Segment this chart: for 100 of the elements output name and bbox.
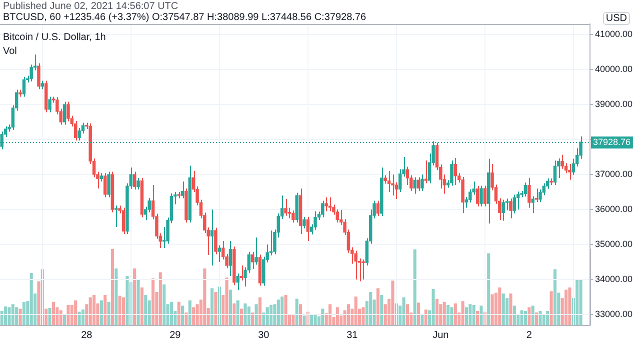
candlestick bbox=[250, 251, 254, 270]
bar bbox=[254, 304, 258, 325]
x-tick-label: 30 bbox=[258, 330, 270, 341]
candlestick bbox=[254, 237, 258, 266]
bar bbox=[133, 268, 136, 325]
bar bbox=[244, 303, 247, 325]
bar bbox=[0, 310, 4, 325]
candlestick bbox=[324, 196, 328, 212]
bar bbox=[336, 307, 339, 325]
bar bbox=[464, 307, 468, 325]
candlestick bbox=[538, 189, 542, 203]
y-tick-label: 37000.00 bbox=[595, 168, 633, 179]
bar bbox=[203, 268, 206, 325]
bar bbox=[37, 281, 40, 325]
bar bbox=[140, 287, 144, 325]
text: USD bbox=[602, 12, 630, 25]
bar bbox=[4, 306, 8, 325]
x-tick-label: 29 bbox=[170, 330, 182, 341]
bar bbox=[435, 298, 438, 325]
candlestick bbox=[180, 181, 184, 199]
bar bbox=[70, 304, 74, 325]
candlestick bbox=[78, 127, 81, 142]
bar bbox=[454, 303, 457, 325]
bar bbox=[210, 288, 214, 325]
text: Bitcoin / U.S. Dollar, 1h bbox=[3, 32, 106, 43]
bar bbox=[280, 296, 284, 325]
bar bbox=[44, 308, 48, 325]
bar bbox=[520, 310, 524, 325]
candlestick bbox=[314, 210, 317, 230]
bar bbox=[468, 304, 472, 325]
candlestick bbox=[210, 209, 214, 266]
candlestick bbox=[572, 158, 576, 176]
bar bbox=[110, 249, 114, 325]
candlestick bbox=[531, 196, 534, 214]
bar bbox=[114, 268, 118, 325]
bar bbox=[402, 297, 406, 325]
bar bbox=[270, 304, 273, 325]
bar bbox=[450, 307, 454, 325]
bar bbox=[170, 302, 173, 325]
bar bbox=[472, 304, 476, 325]
bar bbox=[228, 290, 232, 325]
bar bbox=[299, 304, 302, 325]
candlestick bbox=[292, 210, 295, 223]
bar bbox=[88, 297, 92, 325]
bar bbox=[380, 295, 384, 325]
bar bbox=[63, 314, 66, 325]
bar bbox=[276, 300, 280, 325]
bar bbox=[15, 307, 18, 325]
bar bbox=[292, 314, 295, 325]
bar bbox=[328, 304, 332, 325]
candlestick bbox=[107, 171, 110, 198]
candlestick bbox=[560, 154, 564, 170]
candlestick bbox=[362, 259, 365, 280]
x-tick-label: Jun bbox=[432, 330, 449, 341]
candlestick bbox=[420, 174, 424, 192]
candlestick bbox=[476, 186, 480, 207]
bar bbox=[284, 295, 288, 325]
bar bbox=[192, 307, 196, 325]
candlestick bbox=[354, 250, 358, 280]
bar bbox=[188, 300, 192, 325]
bar bbox=[553, 269, 556, 325]
candlestick bbox=[568, 164, 572, 180]
bar bbox=[136, 280, 140, 325]
x-tick-label: 31 bbox=[346, 330, 358, 341]
bar bbox=[162, 284, 166, 325]
candlestick bbox=[321, 200, 324, 218]
bar bbox=[30, 272, 33, 325]
candlestick bbox=[516, 191, 520, 210]
candlestick bbox=[512, 194, 516, 214]
bar bbox=[417, 302, 420, 325]
bar bbox=[476, 310, 480, 325]
candlestick bbox=[62, 101, 66, 126]
bar bbox=[118, 296, 122, 325]
bar bbox=[122, 297, 126, 325]
x-tick-label: 2 bbox=[526, 330, 532, 341]
y-tick-label: 35000.00 bbox=[595, 238, 633, 249]
candlestick bbox=[391, 174, 394, 196]
candlestick bbox=[228, 240, 232, 276]
bar bbox=[424, 309, 428, 325]
y-tick-label: 39000.00 bbox=[595, 98, 633, 109]
bar bbox=[535, 312, 538, 325]
y-tick-label: 33000.00 bbox=[595, 308, 633, 319]
bar bbox=[579, 280, 582, 325]
bar bbox=[302, 316, 306, 325]
bar bbox=[266, 307, 269, 325]
bar bbox=[502, 294, 505, 325]
bar bbox=[8, 307, 11, 325]
bar bbox=[22, 302, 26, 325]
bar bbox=[498, 287, 502, 325]
candlestick bbox=[553, 160, 557, 186]
text: Published June 02, 2021 14:56:07 UTC bbox=[3, 1, 178, 12]
bar bbox=[107, 302, 110, 325]
bar bbox=[152, 278, 155, 325]
candlestick bbox=[424, 160, 428, 184]
candlestick bbox=[450, 160, 454, 186]
bar bbox=[432, 288, 435, 325]
bar bbox=[446, 304, 450, 325]
bar bbox=[66, 304, 70, 325]
bar bbox=[531, 306, 534, 325]
candlestick bbox=[413, 176, 416, 194]
